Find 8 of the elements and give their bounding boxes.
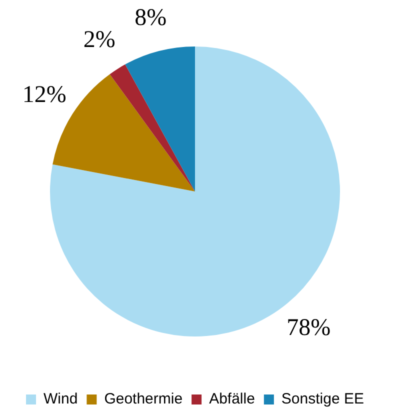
- legend-label: Abfälle: [209, 390, 255, 408]
- legend-label: Geothermie: [104, 390, 183, 408]
- data-label: 8%: [134, 5, 167, 32]
- legend-label: Wind: [44, 390, 78, 408]
- data-label: 2%: [83, 27, 116, 54]
- data-label: 78%: [286, 315, 331, 342]
- data-label: 12%: [22, 82, 66, 108]
- legend-label: Sonstige EE: [281, 390, 364, 408]
